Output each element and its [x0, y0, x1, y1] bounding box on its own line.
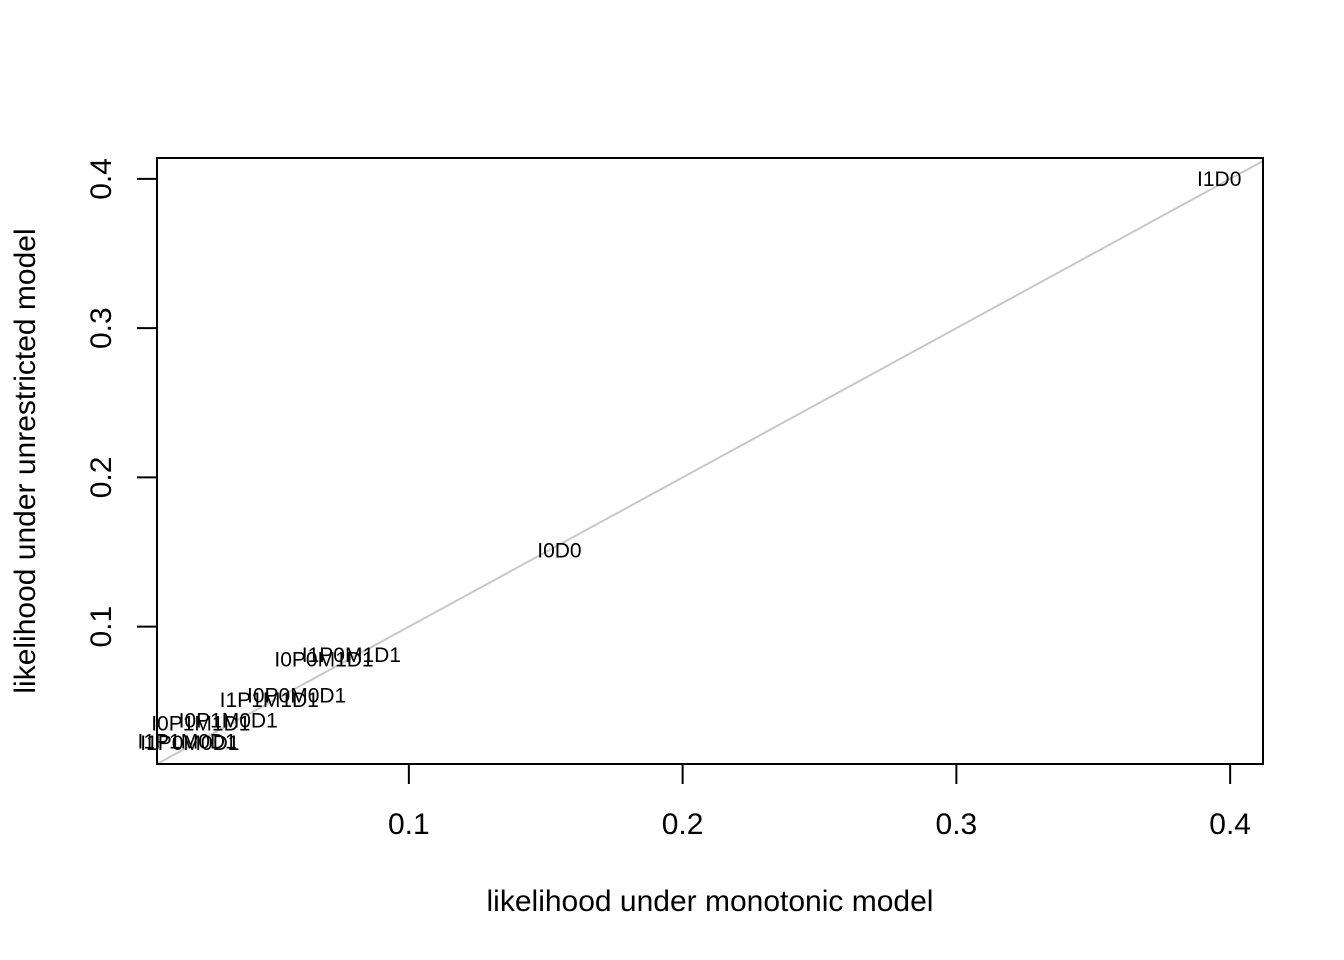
y-axis: 0.1 0.2 0.3 0.4 [85, 158, 157, 648]
point-label-i0p0m0d1: I0P0M0D1 [247, 684, 346, 707]
point-label-i1p1m1d1: I1P1M1D1 [220, 689, 319, 712]
reference-line-y-equals-x [156, 160, 1264, 765]
point-label-i0d0: I0D0 [537, 540, 581, 563]
point-label-i0p1m1d1: I0P1M1D1 [151, 713, 250, 736]
plot-frame [156, 157, 1264, 765]
point-label-i1p0m0d1: I1P0M0D1 [140, 732, 239, 755]
y-tick-label: 0.2 [85, 457, 118, 499]
x-axis-label: likelihood under monotonic model [487, 885, 934, 918]
y-tick-label: 0.4 [85, 158, 118, 200]
y-axis-label: likelihood under unrestricted model [9, 228, 42, 693]
x-axis: 0.1 0.2 0.3 0.4 [388, 764, 1251, 841]
point-label-i0p1m0d1: I0P1M0D1 [179, 710, 278, 733]
point-label-i1d0: I1D0 [1197, 168, 1241, 191]
x-tick-label: 0.1 [388, 808, 430, 841]
y-tick-label: 0.3 [85, 307, 118, 349]
x-tick-label: 0.2 [662, 808, 704, 841]
y-tick-label: 0.1 [85, 606, 118, 648]
point-label-i1p0m1d1: I1P0M1D1 [302, 644, 401, 667]
x-tick-label: 0.3 [936, 808, 978, 841]
point-label-i0p0m1d1: I0P0M1D1 [274, 649, 373, 672]
point-label-i1p1m0d1: I1P1M0D1 [138, 731, 237, 754]
x-tick-label: 0.4 [1209, 808, 1251, 841]
